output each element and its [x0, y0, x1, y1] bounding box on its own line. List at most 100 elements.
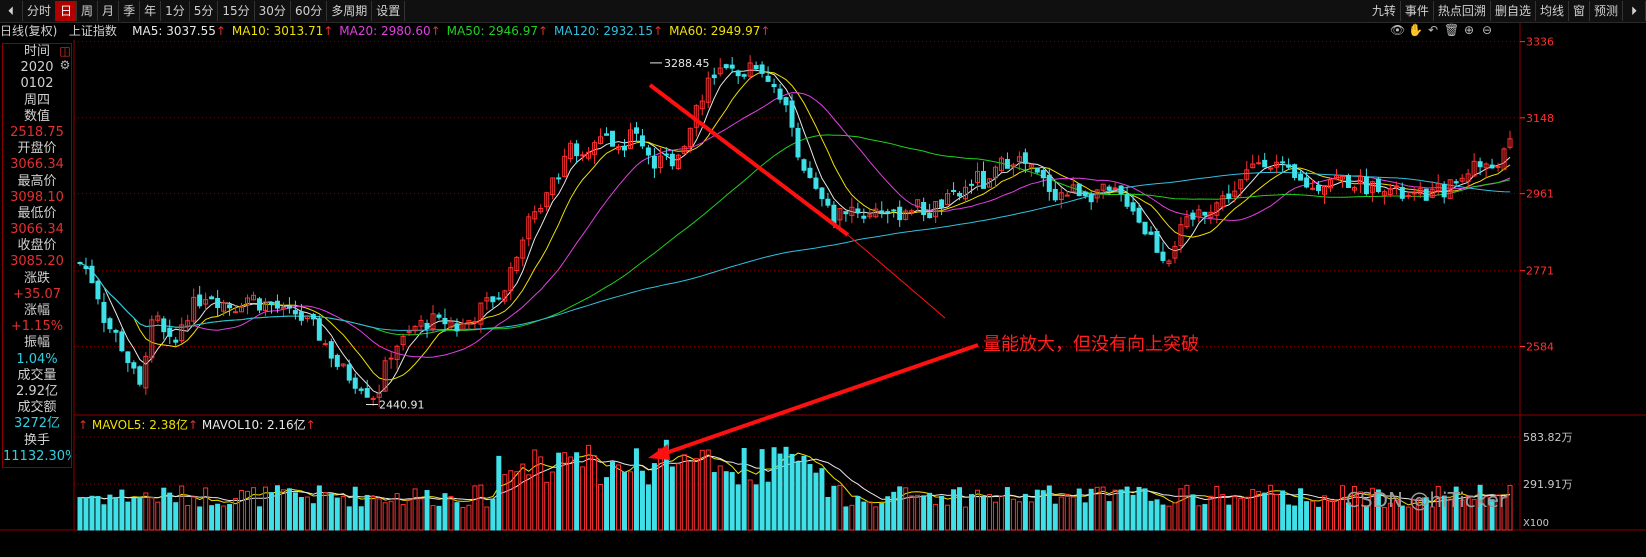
toolbar-item-0[interactable]: 分时 [23, 1, 57, 21]
toolbar-item-9[interactable]: 30分 [255, 1, 291, 21]
candle-body [592, 142, 598, 155]
candle-body [358, 388, 364, 391]
candle-body [352, 377, 358, 389]
volume-bar [1363, 505, 1369, 531]
panel-value: 2.92亿 [16, 383, 58, 399]
zoom-out-icon[interactable]: ⊖ [1481, 23, 1493, 37]
toolbar-item-10[interactable]: 60分 [291, 1, 328, 21]
annotation-text: 量能放大，但没有向上突破 [983, 334, 1199, 355]
toolbar-item-3[interactable]: 月 [98, 1, 120, 21]
volume-bar [1148, 500, 1154, 531]
volume-bar [627, 471, 633, 531]
hand-icon[interactable]: ✋ [1408, 23, 1423, 37]
pin-icon[interactable]: ◫ [59, 44, 71, 58]
delete-icon[interactable]: 🗑 [1444, 23, 1460, 37]
callout-arrow [659, 343, 979, 457]
candle-body [849, 206, 855, 216]
forward-icon[interactable]: ⏵ [1623, 1, 1646, 21]
candle-body [1441, 183, 1447, 198]
candle-body [1202, 211, 1208, 216]
panel-label: 时间 [23, 44, 50, 59]
toolbar-right-item-4[interactable]: 均线 [1536, 1, 1569, 21]
toolbar-item-12[interactable]: 设置 [372, 1, 406, 21]
candle-body [903, 210, 909, 220]
volume-bar [813, 472, 819, 531]
volume-bar [1142, 488, 1148, 531]
volume-bar [580, 466, 586, 531]
panel-value: 3098.10 [10, 189, 64, 205]
zoom-in-icon[interactable]: ⊕ [1463, 23, 1475, 37]
volume-bar [77, 497, 83, 531]
volume-bar [113, 496, 119, 531]
volume-bar [1250, 488, 1256, 531]
candle-body [807, 167, 813, 178]
volume-bar [227, 503, 233, 531]
toolbar-item-6[interactable]: 1分 [161, 1, 190, 21]
candle-body [717, 67, 723, 75]
toolbar-right-item-0[interactable]: 九转 [1368, 1, 1401, 21]
volume-bar [843, 506, 849, 531]
candle-body [520, 239, 526, 259]
toolbar-right-item-3[interactable]: 删自选 [1491, 1, 1536, 21]
volume-bar [574, 452, 580, 531]
high-label: 3288.45 [664, 57, 710, 70]
candle-body [1184, 216, 1190, 228]
candle-body [1298, 173, 1304, 181]
candle-body [723, 64, 729, 69]
volume-bar [161, 487, 167, 531]
back-icon[interactable]: ⏴ [0, 1, 23, 21]
volume-bar [412, 488, 418, 531]
settings-icon[interactable]: ⚙ [59, 58, 71, 72]
candle-body [268, 302, 274, 306]
candle-body [316, 318, 322, 341]
candle-body [939, 199, 945, 209]
volume-bar [550, 471, 556, 531]
volume-bar [693, 458, 699, 531]
mavol5-label: MAVOL5: 2.38亿 [91, 418, 189, 432]
volume-bar [334, 497, 340, 531]
candle-body [167, 327, 173, 337]
candle-body [986, 178, 992, 188]
candle-body [1028, 164, 1034, 168]
price-tick-label: 2771 [1526, 265, 1554, 278]
eye-icon[interactable]: 👁 [1390, 23, 1406, 37]
toolbar-right-item-6[interactable]: 预测 [1590, 1, 1623, 21]
volume-bar [484, 506, 490, 531]
candle-body [185, 320, 191, 327]
volume-bar [1154, 499, 1160, 531]
volume-bar [998, 495, 1004, 531]
toolbar-item-11[interactable]: 多周期 [327, 1, 373, 21]
undo-icon[interactable]: ↶ [1427, 23, 1439, 37]
candle-body [663, 153, 669, 156]
volume-bar [980, 496, 986, 531]
candle-body [1328, 179, 1334, 189]
volume-bar [1411, 498, 1417, 531]
toolbar-right-item-1[interactable]: 事件 [1401, 1, 1434, 21]
toolbar-item-8[interactable]: 15分 [218, 1, 255, 21]
volume-bar [735, 484, 741, 531]
candle-body [1363, 176, 1369, 195]
volume-bar [1136, 486, 1142, 531]
volume-bar [1058, 496, 1064, 531]
volume-bar [1357, 491, 1363, 531]
volume-bar [352, 486, 358, 531]
ma-arrow-icon: ↑ [760, 24, 771, 38]
toolbar-item-4[interactable]: 季 [119, 1, 141, 21]
candle-body [580, 154, 586, 157]
volume-info: ↑ MAVOL5: 2.38亿↑ MAVOL10: 2.16亿↑ [78, 418, 316, 432]
toolbar-right-item-5[interactable]: 窗 [1569, 1, 1590, 21]
candle-body [1238, 179, 1244, 190]
toolbar-item-7[interactable]: 5分 [190, 1, 219, 21]
toolbar-item-2[interactable]: 周 [77, 1, 99, 21]
toolbar-item-1[interactable]: 日 [56, 1, 78, 21]
candle-body [759, 64, 765, 74]
volume-bar [795, 461, 801, 531]
toolbar-right-item-2[interactable]: 热点回溯 [1434, 1, 1491, 21]
volume-bar [322, 492, 328, 531]
volume-bar [855, 496, 861, 531]
toolbar-item-5[interactable]: 年 [140, 1, 162, 21]
candle-body [945, 193, 951, 206]
panel-value: 3272亿 [13, 416, 61, 432]
candle-body [1483, 163, 1489, 169]
